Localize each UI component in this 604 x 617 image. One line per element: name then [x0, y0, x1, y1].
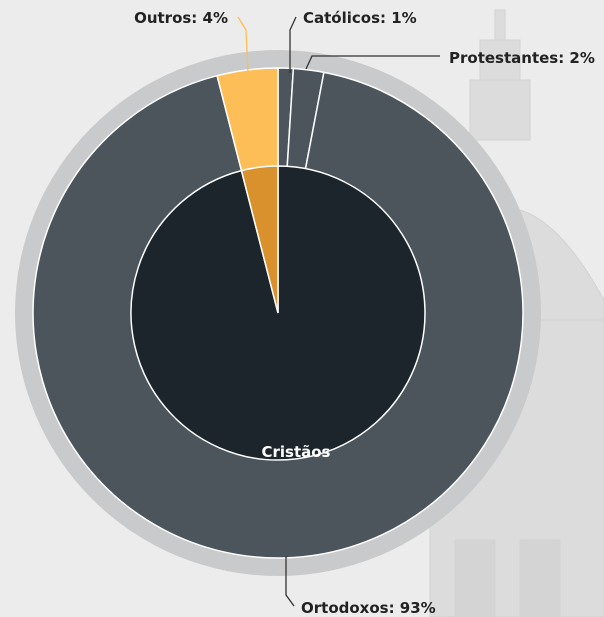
label-católicos: Católicos: 1% — [303, 9, 417, 27]
label-protestantes: Protestantes: 2% — [449, 49, 595, 67]
label-outros: Outros: 4% — [134, 9, 228, 27]
inner-slice-outros — [240, 165, 279, 314]
leader-line-protestantes — [305, 55, 440, 70]
leader-line-católicos — [289, 16, 297, 73]
label-ortodoxos: Ortodoxos: 93% — [301, 599, 436, 617]
leader-line-ortodoxos — [285, 556, 295, 607]
leader-line-outros — [237, 16, 249, 73]
inner-ring-label: Cristãos — [261, 443, 330, 461]
